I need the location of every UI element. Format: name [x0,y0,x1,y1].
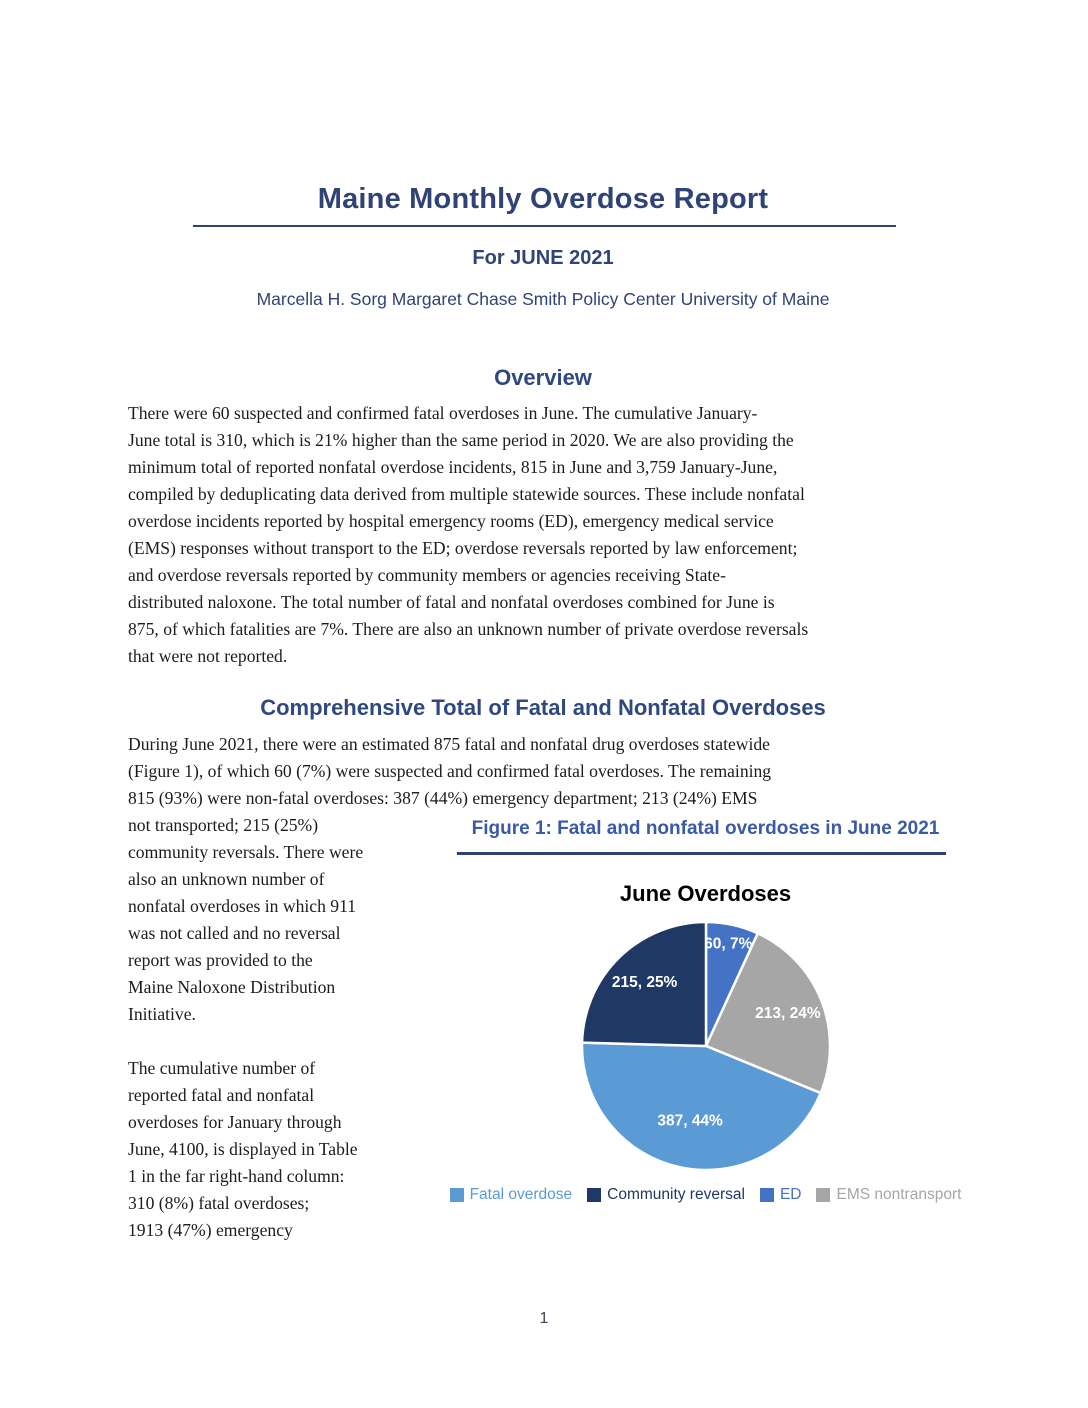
page-number: 1 [539,1310,549,1327]
pie-chart-area: 60, 7% 213, 24% 387, 44% 215, 25% [453,913,958,1184]
page-content: Maine Monthly Overdose Report For JUNE 2… [128,183,961,1244]
figure-caption: Figure 1: Fatal and nonfatal overdoses i… [471,818,940,839]
page-title: Maine Monthly Overdose Report [317,183,769,215]
legend-item-ed: ED [759,1186,802,1204]
legend-label: ED [779,1186,802,1203]
comprehensive-heading: Comprehensive Total of Fatal and Nonfata… [260,695,826,720]
pie-data-label: 215, 25% [611,974,677,991]
legend-item-community-reversal: Community reversal [587,1186,745,1204]
legend-item-ems-nontransport: EMS nontransport [816,1186,961,1204]
legend-label: Community reversal [607,1186,745,1203]
report-subtitle: For JUNE 2021 [472,247,614,269]
pie-data-label: 387, 44% [657,1112,723,1129]
comprehensive-intro-paragraph: During June 2021, there were an estimate… [128,734,772,808]
legend-swatch [449,1188,464,1202]
title-underline [193,225,896,227]
pie-slice-community-reversal [580,920,707,1048]
two-column-zone: Figure 1: Fatal and nonfatal overdoses i… [128,812,961,1244]
chart-legend: Fatal overdose Community reversal ED EMS no… [449,1186,961,1204]
legend-label: Fatal overdose [469,1186,573,1203]
legend-swatch [816,1188,831,1202]
pie-slice-ems-nontransport [704,932,831,1095]
pie-slice-fatal-overdose [580,1041,822,1172]
figure-caption-underline [457,852,946,855]
pie-data-label: 60, 7% [704,935,752,952]
left-column-paragraph-1: not transported; 215 (25%) community rev… [128,815,364,1024]
legend-swatch [759,1188,774,1202]
left-column-paragraph-2: The cumulative number of reported fatal … [128,1058,358,1240]
left-text-column: not transported; 215 (25%) community rev… [128,812,440,1244]
pie-data-label: 213, 24% [755,1005,821,1022]
figure-1: Figure 1: Fatal and nonfatal overdoses i… [449,818,961,1204]
overview-paragraph: There were 60 suspected and confirmed fa… [128,403,809,666]
legend-item-fatal-overdose: Fatal overdose [449,1186,573,1204]
pie-chart: 60, 7% 213, 24% 387, 44% 215, 25% [580,920,831,1172]
overview-heading: Overview [494,365,592,390]
legend-swatch [587,1188,602,1202]
author-block: Marcella H. Sorg Margaret Chase Smith Po… [256,289,830,309]
chart-title: June Overdoses [619,881,792,906]
legend-label: EMS nontransport [836,1186,962,1203]
